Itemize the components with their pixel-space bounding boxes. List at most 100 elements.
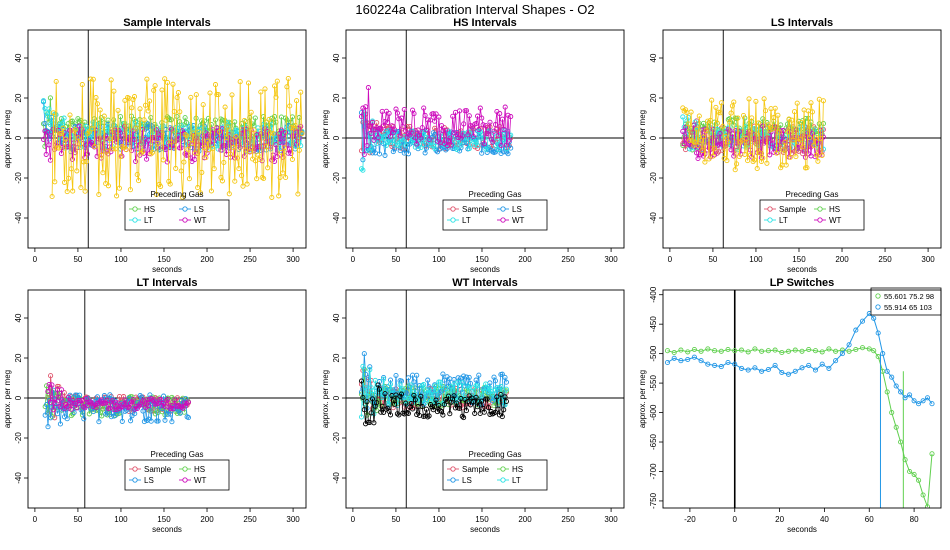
y-tick-label: -650 [649,433,658,450]
data-point [425,414,431,420]
legend-title: Preceding Gas [151,190,204,199]
data-point [178,122,184,129]
data-point [79,82,85,88]
data-point [780,147,786,153]
data-point [728,147,734,153]
data-point [432,118,438,124]
data-point [177,410,183,416]
data-point [853,327,859,333]
data-point [389,387,395,393]
data-point [826,346,832,352]
x-tick-label: 0 [351,515,356,524]
data-point [434,149,441,155]
x-tick-label: 250 [878,255,892,264]
y-tick-label: -700 [649,463,658,480]
data-point [761,96,767,102]
data-point [371,137,377,143]
data-point [396,116,402,122]
data-point [101,148,107,154]
data-point [203,155,209,161]
data-point [382,152,388,158]
data-point [132,406,138,412]
data-point [494,394,500,400]
data-point [463,374,469,380]
data-point [122,397,128,403]
data-point [710,153,716,159]
data-point [94,101,100,107]
legend-swatch [500,217,506,223]
data-point [90,76,96,82]
x-tick-label: 50 [708,255,717,264]
data-point [759,348,765,354]
data-point [284,142,290,148]
data-point [221,159,227,166]
data-point [884,389,890,395]
x-axis-label: seconds [787,265,817,274]
legend: 55.601 75.2 98 55.914 65 103 [870,287,942,316]
data-point [83,396,89,402]
data-point [401,106,407,113]
data-point [296,147,302,153]
x-tick-label: 300 [286,515,300,524]
data-point [241,117,247,124]
data-point [423,127,429,133]
data-point [695,155,701,162]
data-point [754,165,760,172]
data-point [749,115,755,121]
data-point [700,120,707,126]
x-tick-label: 100 [114,515,128,524]
legend-swatch [875,304,881,310]
data-point [732,167,738,173]
data-point [470,133,476,140]
data-point [400,124,406,130]
plot-area [663,30,941,248]
data-point [382,130,388,136]
data-point [457,139,463,146]
data-point [123,407,130,413]
data-point [747,152,753,158]
data-point [114,406,120,413]
data-point [287,103,293,109]
data-point [83,123,89,129]
data-point [78,407,84,413]
data-point [450,396,456,402]
data-point [911,398,917,404]
x-tick-label: 200 [200,255,214,264]
data-point [746,96,752,102]
data-point [463,408,469,414]
data-point [278,127,284,133]
data-point [422,400,428,406]
data-point [85,402,91,408]
data-point [437,146,443,152]
data-point [141,117,147,123]
data-point [223,119,229,125]
legend-title: Preceding Gas [786,190,839,199]
data-point [233,133,239,140]
data-point [165,396,171,402]
data-point [153,191,160,197]
legend-title: Preceding Gas [469,450,522,459]
data-point [403,147,409,153]
data-point [433,397,439,403]
plot-area [346,290,624,508]
data-point [278,149,284,156]
data-point [774,150,780,156]
data-point [298,89,304,95]
data-point [794,145,800,151]
data-point [678,358,684,364]
data-point [225,124,231,130]
x-tick-label: 300 [604,515,618,524]
data-point [46,381,52,388]
data-point [683,124,689,130]
data-point [47,121,53,128]
data-point [56,394,62,401]
plot-frame [662,29,942,249]
data-point [389,123,395,129]
legend-swatch [450,477,456,483]
data-point [783,136,789,143]
data-point [364,142,370,149]
data-point [385,384,391,390]
data-point [263,144,269,150]
data-point [765,366,771,373]
data-point [732,348,738,354]
